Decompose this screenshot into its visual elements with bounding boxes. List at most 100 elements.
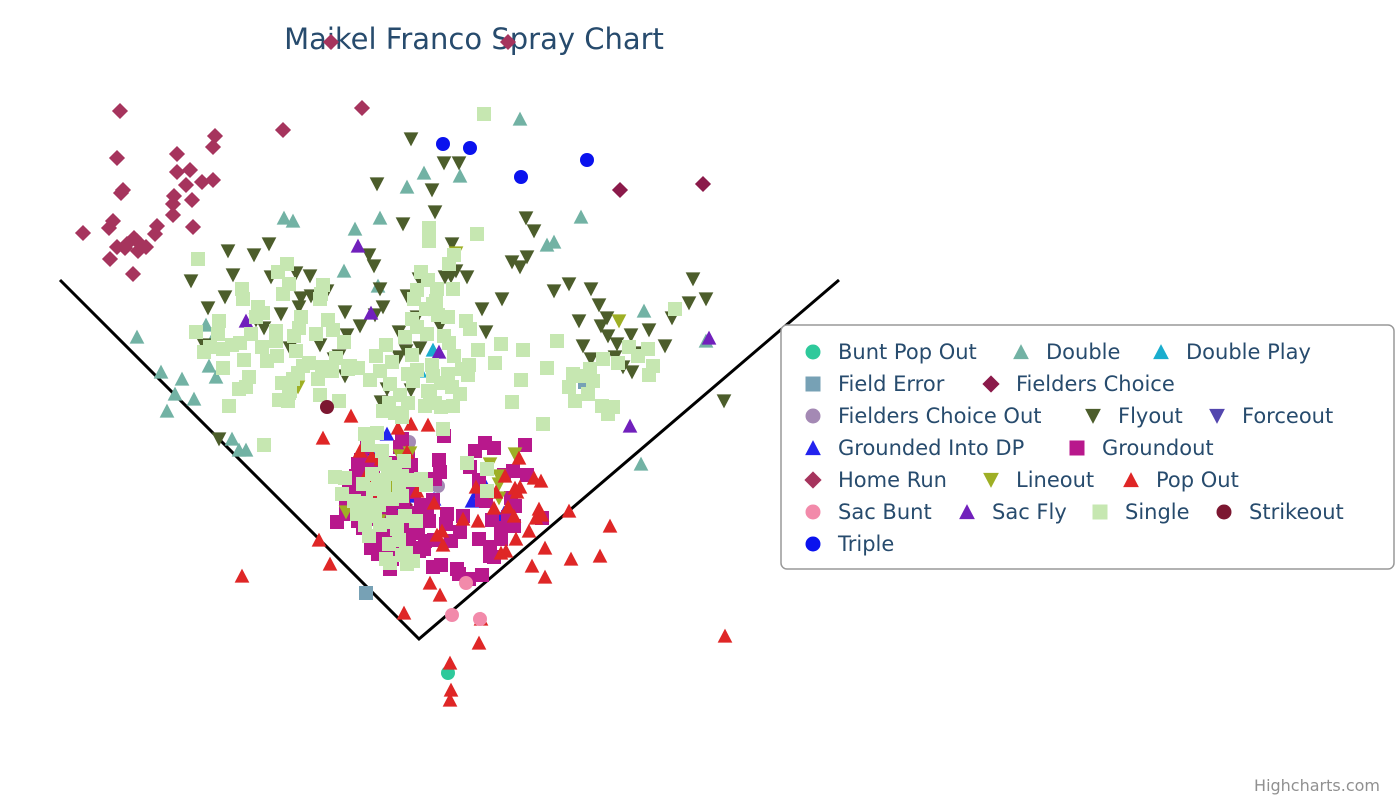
point-pop-out[interactable] [471, 635, 487, 650]
point-groundout[interactable] [475, 568, 489, 582]
point-single[interactable] [211, 327, 225, 341]
point-home-run[interactable] [177, 176, 195, 194]
point-double[interactable] [129, 329, 145, 344]
point-flyout[interactable] [526, 224, 542, 239]
point-pop-out[interactable] [470, 513, 486, 528]
point-sac-fly[interactable] [431, 344, 447, 359]
point-lineout[interactable] [338, 505, 354, 520]
point-single[interactable] [405, 348, 419, 362]
point-flyout[interactable] [474, 302, 490, 317]
point-groundout[interactable] [485, 513, 499, 527]
point-single[interactable] [335, 487, 349, 501]
point-pop-out[interactable] [390, 420, 406, 435]
point-flyout[interactable] [293, 291, 309, 306]
point-double[interactable] [276, 210, 292, 225]
point-pop-out[interactable] [486, 500, 502, 515]
point-groundout[interactable] [395, 432, 409, 446]
point-single[interactable] [236, 292, 250, 306]
point-flyout[interactable] [478, 325, 494, 340]
point-double[interactable] [347, 221, 363, 236]
point-groundout[interactable] [483, 540, 497, 554]
point-single[interactable] [441, 310, 455, 324]
point-single[interactable] [407, 292, 421, 306]
point-home-run[interactable] [74, 224, 92, 242]
point-single[interactable] [233, 336, 247, 350]
point-groundout[interactable] [468, 444, 482, 458]
point-single[interactable] [189, 325, 203, 339]
point-home-run[interactable] [164, 195, 182, 213]
legend-item-groundout[interactable]: Groundout [1069, 436, 1214, 460]
point-home-run[interactable] [101, 250, 119, 268]
point-pop-out[interactable] [563, 551, 579, 566]
point-field-error[interactable] [359, 586, 373, 600]
point-single[interactable] [395, 548, 409, 562]
point-flyout[interactable] [519, 250, 535, 265]
point-sac-bunt[interactable] [459, 576, 473, 590]
legend-item-home-run[interactable]: Home Run [804, 468, 947, 492]
point-pop-out[interactable] [592, 548, 608, 563]
point-single[interactable] [294, 310, 308, 324]
point-single[interactable] [361, 438, 375, 452]
point-triple[interactable] [436, 137, 450, 151]
point-single[interactable] [292, 321, 306, 335]
point-sac-bunt[interactable] [473, 612, 487, 626]
point-single[interactable] [239, 380, 253, 394]
point-single[interactable] [255, 340, 269, 354]
point-single[interactable] [410, 363, 424, 377]
legend-item-lineout[interactable]: Lineout [983, 468, 1094, 492]
point-single[interactable] [668, 302, 682, 316]
point-single[interactable] [463, 322, 477, 336]
point-double[interactable] [416, 165, 432, 180]
point-single[interactable] [436, 422, 450, 436]
point-single[interactable] [216, 361, 230, 375]
point-groundout[interactable] [453, 525, 467, 539]
point-pop-out[interactable] [498, 543, 514, 558]
point-single[interactable] [390, 522, 404, 536]
point-sac-bunt[interactable] [445, 608, 459, 622]
point-single[interactable] [332, 394, 346, 408]
point-single[interactable] [311, 372, 325, 386]
point-flyout[interactable] [575, 339, 591, 354]
point-home-run[interactable] [124, 265, 142, 283]
point-flyout[interactable] [220, 244, 236, 259]
point-single[interactable] [272, 393, 286, 407]
point-strikeout[interactable] [320, 400, 334, 414]
legend-item-triple[interactable]: Triple [805, 532, 895, 556]
point-double[interactable] [336, 263, 352, 278]
point-double[interactable] [153, 364, 169, 379]
point-flyout[interactable] [512, 260, 528, 275]
point-single[interactable] [611, 356, 625, 370]
point-single[interactable] [446, 399, 460, 413]
point-flyout[interactable] [412, 341, 428, 356]
point-home-run[interactable] [100, 219, 118, 237]
point-single[interactable] [453, 387, 467, 401]
point-flyout[interactable] [225, 268, 241, 283]
point-pop-out[interactable] [455, 511, 471, 526]
point-single[interactable] [447, 349, 461, 363]
point-single[interactable] [460, 456, 474, 470]
point-single[interactable] [395, 410, 409, 424]
point-single[interactable] [471, 343, 485, 357]
point-single[interactable] [446, 282, 460, 296]
point-pop-out[interactable] [422, 575, 438, 590]
point-single[interactable] [480, 462, 494, 476]
point-home-run[interactable] [206, 127, 224, 145]
point-single[interactable] [434, 400, 448, 414]
point-flyout[interactable] [583, 282, 599, 297]
point-single[interactable] [419, 302, 433, 316]
point-single[interactable] [514, 373, 528, 387]
point-groundout[interactable] [432, 453, 446, 467]
point-single[interactable] [540, 361, 554, 375]
point-single[interactable] [397, 454, 411, 468]
point-single[interactable] [379, 338, 393, 352]
point-flyout[interactable] [583, 352, 599, 367]
legend-item-flyout[interactable]: Flyout [1085, 404, 1183, 428]
point-pop-out[interactable] [508, 531, 524, 546]
point-pop-out[interactable] [435, 537, 451, 552]
point-double[interactable] [512, 111, 528, 126]
point-flyout[interactable] [273, 307, 289, 322]
point-pop-out[interactable] [343, 408, 359, 423]
point-flyout[interactable] [427, 205, 443, 220]
point-single[interactable] [309, 327, 323, 341]
point-flyout[interactable] [395, 217, 411, 232]
